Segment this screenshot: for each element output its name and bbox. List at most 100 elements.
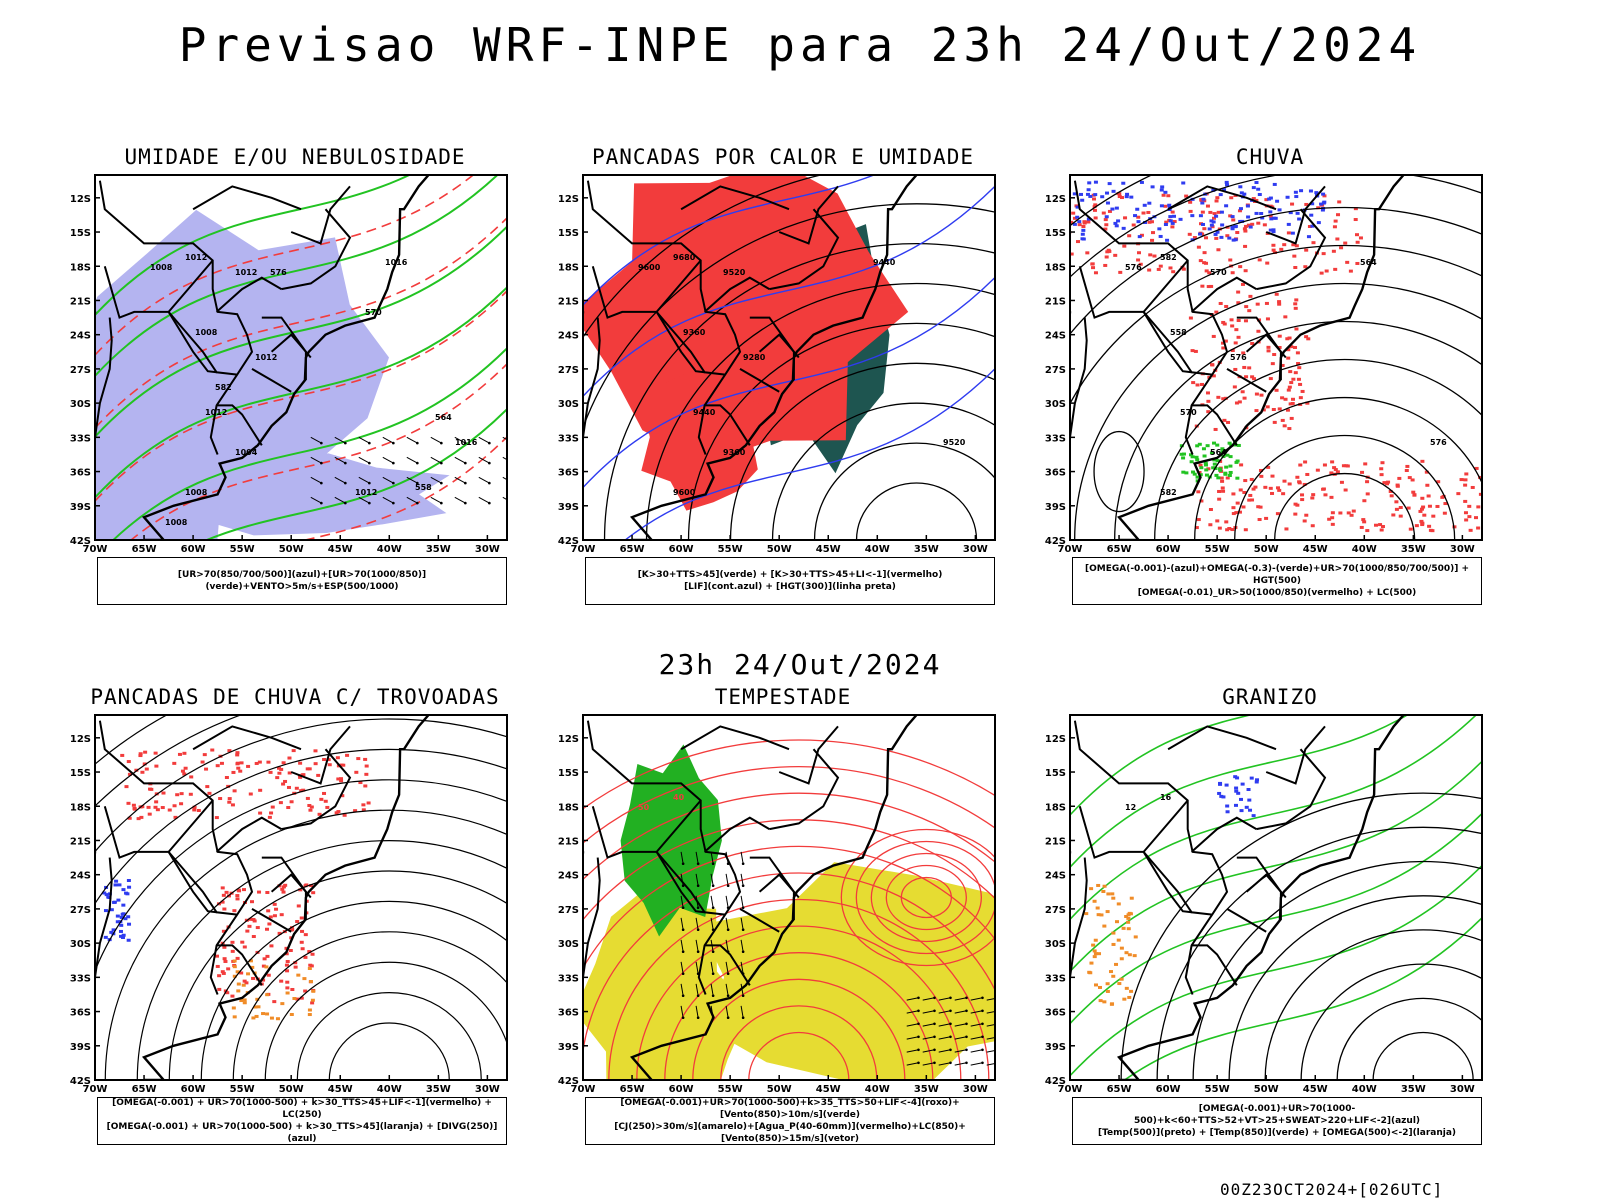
- omega-rain-speck: [1187, 232, 1192, 236]
- country-border: [739, 368, 780, 393]
- omega-rain-speck: [1333, 468, 1338, 472]
- omega-rain-speck: [1343, 241, 1348, 245]
- omega-rain-speck: [1210, 225, 1215, 229]
- omega-rain-speck: [1441, 494, 1446, 498]
- thunder-orange-speck: [236, 989, 241, 993]
- omega-orange-speck: [1089, 887, 1094, 891]
- omega-rain-speck: [1266, 465, 1271, 469]
- lon-tick-label: 50W: [767, 544, 792, 555]
- omega-rain-speck: [1196, 245, 1201, 249]
- wind-vector: [1003, 998, 1015, 1000]
- country-border: [251, 368, 292, 393]
- omega-blue-speck: [1230, 215, 1235, 219]
- omega-rain-speck: [1268, 486, 1273, 490]
- thunder-red-speck: [290, 987, 295, 991]
- omega-blue-speck: [1105, 201, 1110, 205]
- temp-label: 16: [1160, 793, 1172, 802]
- thunder-red-speck: [339, 763, 344, 767]
- omega-green-speck: [1220, 450, 1225, 454]
- thunder-red-speck: [214, 816, 219, 820]
- omega-rain-speck: [1258, 468, 1263, 472]
- divg-blue-speck: [114, 879, 119, 883]
- wind-vector-head: [320, 501, 323, 505]
- omega-rain-speck: [1238, 265, 1243, 269]
- lon-tick-label: 30W: [963, 544, 988, 555]
- thunder-red-speck: [220, 900, 225, 904]
- thunder-red-speck: [335, 756, 340, 760]
- thunder-red-speck: [224, 775, 229, 779]
- lon-tick-label: 35W: [1401, 544, 1426, 555]
- omega-rain-speck: [1277, 345, 1282, 349]
- omega-rain-speck: [1380, 461, 1385, 465]
- omega-rain-speck: [1237, 209, 1242, 213]
- country-border: [270, 873, 312, 899]
- omega-blue-speck: [1135, 207, 1140, 211]
- omega-orange-speck: [1087, 970, 1092, 974]
- lon-tick-label: 45W: [328, 1084, 353, 1095]
- hgt500-contour: [1074, 282, 1482, 540]
- wind-vector-head: [681, 906, 685, 910]
- omega-rain-speck: [1427, 504, 1432, 508]
- thunder-red-speck: [272, 914, 277, 918]
- wind-vector: [906, 1010, 919, 1014]
- omega-rain-speck: [1288, 402, 1293, 406]
- wind-vector-head: [933, 1009, 936, 1013]
- k-tts-li-red-region: [641, 364, 761, 511]
- omega-rain-speck: [1271, 243, 1276, 247]
- lat-tick-label: 39S: [1045, 1042, 1066, 1053]
- thunder-red-speck: [283, 779, 288, 783]
- omega-rain-speck: [1468, 528, 1473, 532]
- omega-rain-speck: [1090, 262, 1095, 266]
- omega-rain-speck: [1150, 238, 1155, 242]
- wind-vector: [358, 476, 370, 484]
- country-border: [95, 317, 113, 450]
- omega-rain-speck: [1224, 304, 1229, 308]
- omega-green-speck: [1192, 472, 1197, 476]
- omega-rain-speck: [1136, 215, 1141, 219]
- streamline: [328, 1022, 450, 1080]
- thunder-red-speck: [299, 996, 304, 1000]
- omega-rain-speck: [1293, 265, 1298, 269]
- omega-rain-speck: [1092, 208, 1097, 212]
- omega-rain-speck: [1240, 390, 1245, 394]
- wind-vector-head: [917, 1022, 920, 1026]
- wind-vector: [502, 476, 507, 481]
- omega-blue-speck: [1233, 224, 1238, 228]
- isobar-label: 558: [415, 483, 432, 492]
- omega-green-speck: [1204, 463, 1209, 467]
- thunder-red-speck: [161, 791, 166, 795]
- omega-rain-speck: [1268, 214, 1273, 218]
- thunder-red-speck: [268, 915, 273, 919]
- omega-rain-speck: [1250, 342, 1255, 346]
- omega-rain-speck: [1282, 243, 1287, 247]
- lat-tick-label: 21S: [70, 296, 91, 307]
- page-title: Previsao WRF-INPE para 23h 24/Out/2024: [178, 18, 1422, 72]
- isobar-label: 1012: [255, 353, 277, 362]
- wind-vector: [986, 1023, 995, 1027]
- hgt-label: 9440: [693, 408, 716, 417]
- thunder-red-speck: [294, 786, 299, 790]
- thunder-red-speck: [240, 940, 245, 944]
- omega-blue-speck: [1254, 181, 1259, 185]
- lon-tick-label: 60W: [1156, 1084, 1181, 1095]
- omega-blue-speck: [1163, 223, 1168, 227]
- lat-tick-label: 30S: [558, 399, 579, 410]
- wind-vector: [970, 997, 983, 1001]
- hail-blue-speck: [1221, 795, 1226, 799]
- omega-blue-speck: [1072, 192, 1077, 196]
- omega-blue-speck: [1225, 183, 1230, 187]
- thunder-red-speck: [266, 973, 271, 977]
- hgt300-contour: [687, 322, 995, 540]
- omega-blue-speck: [1268, 196, 1273, 200]
- thunder-red-speck: [339, 777, 344, 781]
- omega-rain-speck: [1329, 471, 1334, 475]
- hail-blue-speck: [1240, 782, 1245, 786]
- omega-rain-speck: [1250, 375, 1255, 379]
- legend-line: [CJ(250)>30m/s](amarelo)+[Agua_P(40-60mm…: [614, 1122, 966, 1144]
- thunder-red-speck: [252, 919, 257, 923]
- omega-rain-speck: [1230, 271, 1235, 275]
- wind-vector-head: [711, 950, 715, 954]
- omega-rain-speck: [1138, 262, 1143, 266]
- omega-rain-speck: [1223, 396, 1228, 400]
- wind-vector: [358, 456, 370, 464]
